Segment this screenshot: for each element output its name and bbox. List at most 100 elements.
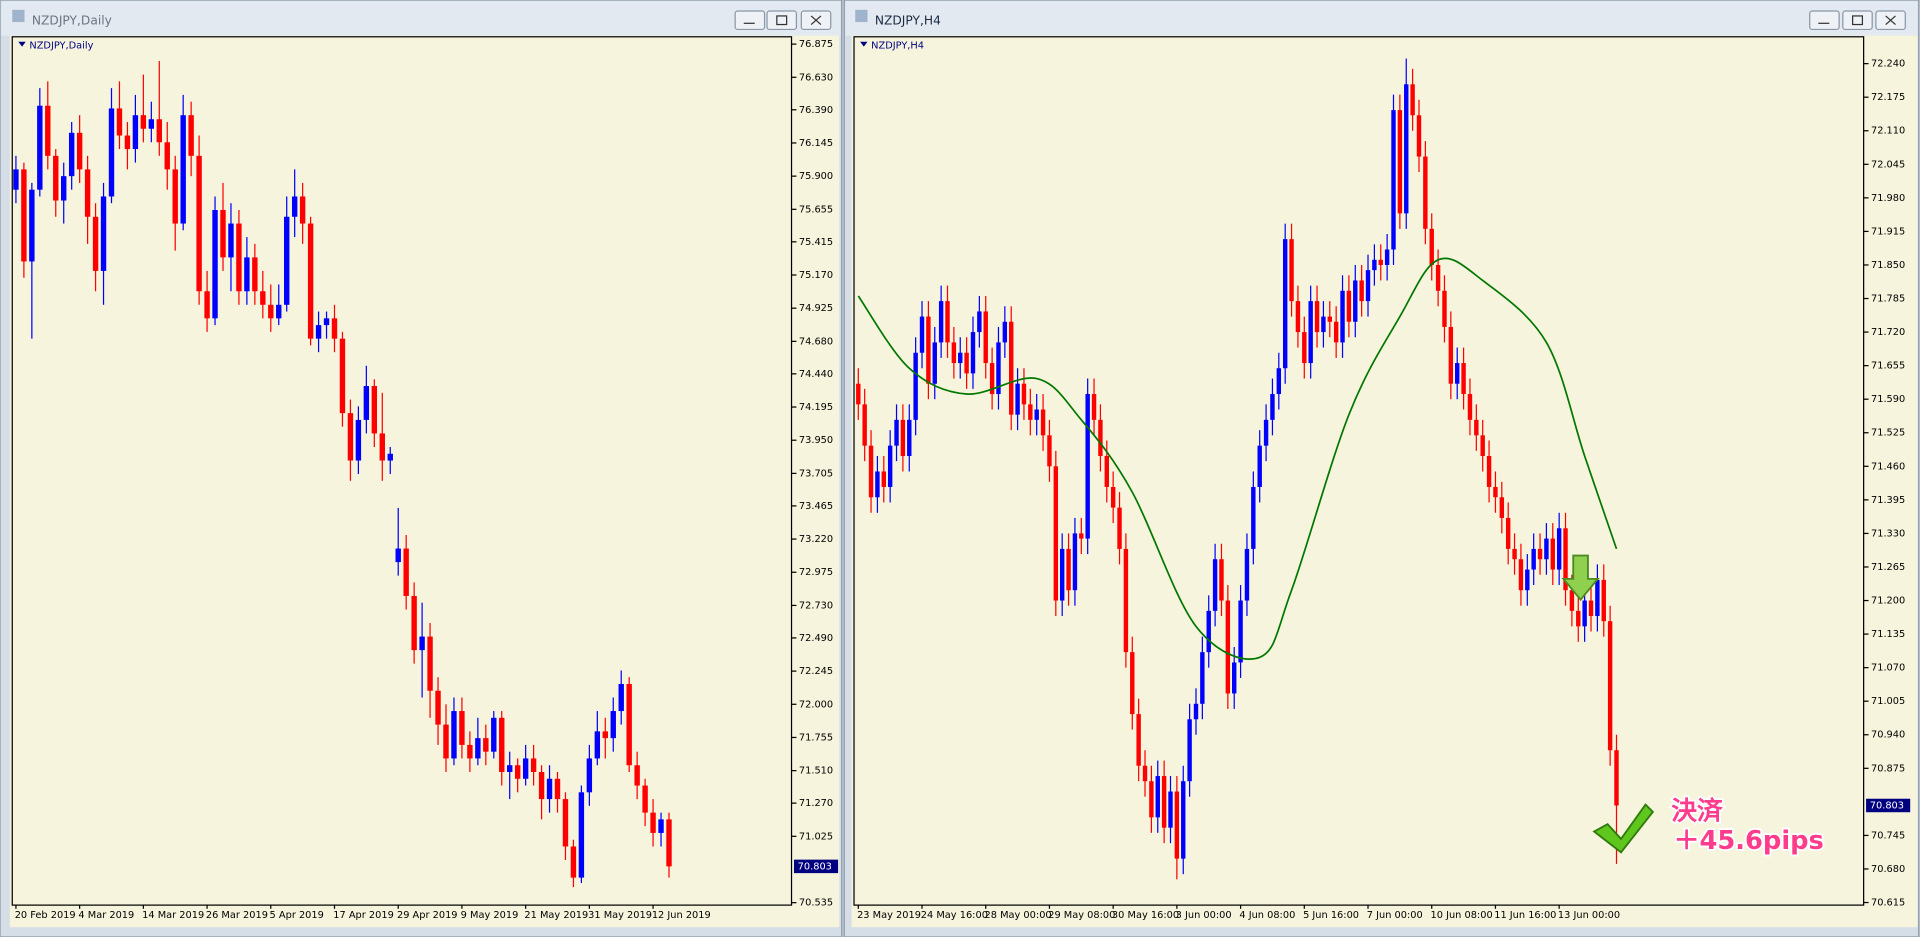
y-tick-label: 71.200 (1871, 596, 1905, 607)
x-tick-label: 17 Apr 2019 (333, 910, 394, 921)
candle-body (1123, 548, 1129, 653)
plots: 76.875 76.630 76.390 76.145 75.900 75.655 75.4… (13, 39, 1911, 921)
candle-body (1066, 548, 1071, 591)
candle-body (76, 132, 83, 170)
candle-body (1321, 316, 1326, 333)
candle-body (132, 115, 139, 150)
candle-body (1098, 419, 1103, 456)
candle-body (1556, 528, 1562, 570)
candle-body (868, 445, 874, 498)
candle-body (1531, 548, 1536, 570)
y-tick-label: 70.680 (1871, 864, 1905, 875)
candle-body (244, 257, 250, 292)
restore-button[interactable] (1842, 10, 1873, 31)
y-tick-label: 71.525 (1871, 428, 1905, 439)
y-tick-label: 71.330 (1871, 528, 1905, 539)
candle-body (1308, 301, 1313, 364)
candle-body (1149, 781, 1154, 818)
y-tick-label: 76.875 (799, 39, 833, 50)
y-tick-label: 71.270 (799, 798, 833, 809)
candle-body (53, 155, 59, 201)
y-tick-label: 73.705 (799, 468, 833, 479)
candle-body (610, 711, 616, 739)
candle-body (1289, 239, 1294, 302)
y-tick-label: 73.220 (799, 534, 833, 545)
y-tick-label: 71.265 (1871, 562, 1905, 573)
window-icon (12, 9, 25, 23)
candle-body (1544, 538, 1549, 560)
x-tick-label: 5 Jun 16:00 (1303, 910, 1359, 921)
candle-body (196, 155, 202, 292)
y-tick-label: 71.460 (1871, 461, 1905, 472)
window-title: NZDJPY,H4 (875, 13, 941, 27)
candle-body (188, 115, 194, 156)
x-tick-label: 10 Jun 08:00 (1431, 910, 1493, 921)
candle-body (919, 316, 925, 353)
y-tick-label: 73.465 (799, 501, 833, 512)
candle-body (1410, 84, 1415, 116)
candle-body (1181, 781, 1186, 859)
candle-body (1059, 548, 1065, 601)
y-tick-label: 70.615 (1871, 898, 1905, 909)
candle-body (1582, 600, 1587, 627)
candle-body (594, 731, 601, 759)
x-tick-label: 14 Mar 2019 (142, 910, 204, 921)
candle-body (1372, 259, 1377, 271)
check-mark (1592, 803, 1655, 854)
y-tick-label: 76.145 (799, 138, 833, 149)
y-tick-label: 76.390 (799, 105, 833, 116)
candle-body (1537, 548, 1543, 560)
current-price-label: 70.803 (1870, 800, 1904, 811)
y-tick-label: 75.415 (799, 237, 833, 248)
candle-body (164, 142, 170, 170)
candle-body (989, 363, 995, 395)
candle-body (156, 119, 162, 143)
minimize-button[interactable] (1809, 10, 1840, 31)
candle-body (1200, 652, 1205, 704)
candle-body (84, 169, 91, 217)
candle-body (92, 216, 99, 271)
sell-arrow (1561, 554, 1600, 602)
candle-body (1174, 791, 1180, 859)
window-daily: NZDJPY,Daily NZDJPY,Daily (0, 0, 843, 937)
restore-button[interactable] (766, 10, 798, 31)
overlays: 決済 ＋45.6pips (1561, 554, 1826, 858)
candle-body (658, 819, 664, 833)
current-price-box (793, 859, 839, 874)
x-tick-label: 24 May 16:00 (921, 910, 988, 921)
y-tick-label: 72.245 (799, 666, 833, 677)
candle-body (1353, 280, 1358, 322)
title-bar (1, 1, 841, 36)
candle-body (1263, 419, 1269, 446)
candle-body (13, 169, 19, 190)
x-tick-label: 12 Jun 2019 (652, 910, 711, 921)
candle-body (1493, 486, 1498, 498)
candle-body (1467, 394, 1473, 420)
candle-body (1155, 776, 1160, 818)
candle-body (1365, 270, 1371, 302)
candle-body (1378, 259, 1383, 265)
x-tick-label: 28 May 00:00 (985, 910, 1052, 921)
y-tick-label: 75.900 (799, 171, 833, 182)
candle-body (339, 338, 346, 414)
plot-border (11, 36, 793, 906)
title-bar (845, 1, 1918, 36)
candle-body (875, 471, 880, 498)
candle-body (1384, 249, 1390, 265)
candle-body (626, 683, 632, 766)
y-tick-label: 72.175 (1871, 92, 1905, 103)
y-tick-label: 72.240 (1871, 59, 1905, 70)
y-tick-label: 72.975 (799, 567, 833, 578)
candle-body (1576, 610, 1581, 627)
y-tick-label: 72.000 (799, 699, 833, 710)
candle-body (116, 108, 123, 136)
candle-body (419, 636, 425, 651)
y-tick-label: 72.045 (1871, 159, 1905, 170)
candle-body (907, 419, 912, 456)
candle-body (1110, 486, 1116, 508)
candle-body (371, 386, 378, 434)
chart-background (9, 35, 840, 928)
candle-body (299, 196, 306, 224)
minimize-button[interactable] (734, 10, 766, 31)
